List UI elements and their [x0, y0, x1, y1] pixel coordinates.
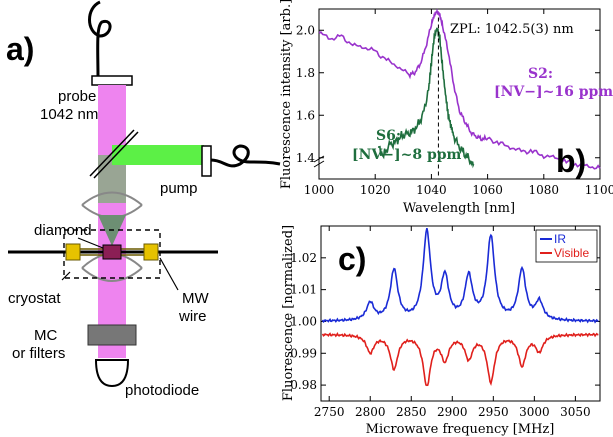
- b-xtick-label: 1040: [416, 183, 447, 197]
- pump-fiber-icon: [210, 144, 281, 168]
- dichroic-mirror: [89, 129, 135, 177]
- panel-b-xlabel: Wavelength [nm]: [403, 201, 515, 216]
- panel-b-ylabel: Fluorescence intensity [arb.]: [279, 0, 294, 189]
- probe-label: probe: [58, 88, 96, 105]
- legend-box: [535, 229, 598, 263]
- contact-right: [143, 243, 159, 261]
- panel-c-label: c): [338, 241, 366, 277]
- b-xtick-label: 1000: [304, 183, 335, 197]
- photodiode-icon: [94, 359, 130, 388]
- s2-label: S2:: [528, 66, 553, 82]
- diamond-sample: [102, 244, 122, 260]
- c-ytick-label: 0.99: [290, 346, 317, 360]
- cryostat-label: cryostat: [8, 290, 61, 307]
- s2-concentration: [NV−]~16 ppm: [494, 84, 613, 100]
- panel-c-frame: [320, 225, 601, 402]
- pump-label: pump: [160, 180, 198, 197]
- c-ytick-label: 1.00: [290, 314, 317, 328]
- c-ytick-label: 0.98: [290, 378, 317, 392]
- zpl-annotation: ZPL: 1042.5(3) nm: [450, 22, 574, 37]
- contact-left: [65, 243, 81, 261]
- c-xtick-label: 2800: [355, 405, 386, 419]
- probe-fiber-icon: [88, 0, 112, 79]
- c-xtick-label: 2850: [396, 405, 427, 419]
- b-ytick-label: 2.0: [296, 23, 315, 37]
- legend-ir-label: IR: [554, 232, 566, 246]
- mc-label: MC: [34, 327, 57, 344]
- b-ytick-label: 1.8: [296, 66, 315, 80]
- series-s6-line: [377, 27, 475, 169]
- probe-wavelength-label: 1042 nm: [40, 106, 98, 123]
- mw-wire-label: wire: [178, 308, 207, 325]
- b-xtick-label: 1020: [360, 183, 391, 197]
- legend-visible-label: Visible: [554, 246, 589, 260]
- panel-a-schematic: a) probe 1042 n: [6, 0, 281, 399]
- series-visible-line: [321, 332, 599, 387]
- mw-label: MW: [182, 290, 209, 307]
- c-xtick-label: 3000: [519, 405, 550, 419]
- c-xtick-label: 2950: [478, 405, 509, 419]
- panel-b-label: b): [556, 143, 586, 179]
- c-ytick-label: 1.01: [290, 283, 317, 297]
- s6-concentration: [NV−]~8 ppm: [352, 147, 462, 163]
- series-s2-line: [318, 8, 601, 170]
- filters-label: or filters: [12, 345, 65, 362]
- panel-c-ylabel: Fluorescence [normalized]: [281, 225, 296, 401]
- filter-block: [87, 324, 137, 346]
- diamond-label: diamond: [34, 222, 92, 239]
- b-ytick-label: 1.6: [296, 108, 315, 122]
- b-xtick-label: 1080: [529, 183, 560, 197]
- b-ytick-label: 1.4: [296, 151, 315, 165]
- c-xtick-label: 2900: [437, 405, 468, 419]
- c-ytick-label: 1.02: [290, 251, 317, 265]
- panel-b-frame: [318, 8, 601, 180]
- c-xtick-label: 3050: [560, 405, 591, 419]
- panel-c-xlabel: Microwave frequency [MHz]: [366, 422, 555, 437]
- series-ir-line: [321, 228, 599, 324]
- s6-label: S6:: [376, 128, 401, 144]
- b-xtick-label: 1100: [585, 183, 613, 197]
- probe-collimator: [91, 75, 133, 86]
- b-xtick-label: 1060: [472, 183, 503, 197]
- panel-b-spectrum: 1000 1020 1040 1060 1080 1100 1.4 1.6 1.8 2.0 ZPL…: [279, 0, 613, 216]
- pump-collimator: [201, 145, 212, 177]
- panel-c-odmr: 2750 2800 2850 2900 2950 3000 3050 0.98 0.99 1.00…: [281, 225, 601, 437]
- lens-top: [81, 191, 143, 206]
- panel-a-label: a): [6, 31, 34, 67]
- pump-beam: [112, 145, 204, 165]
- photodiode-label: photodiode: [125, 382, 199, 399]
- c-xtick-label: 2750: [314, 405, 345, 419]
- cryostat-box: [63, 229, 161, 279]
- axis-break: [313, 155, 325, 163]
